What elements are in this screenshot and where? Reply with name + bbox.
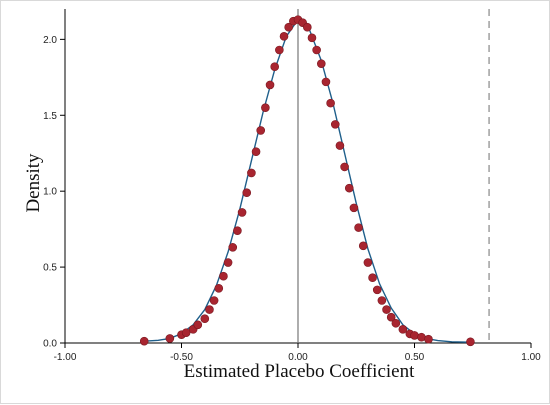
data-point [223, 258, 233, 267]
data-point [270, 62, 280, 71]
data-point [377, 296, 387, 305]
data-point [312, 45, 321, 55]
data-point [193, 320, 203, 330]
data-point [139, 336, 149, 346]
data-point [237, 208, 247, 217]
data-point [386, 312, 396, 322]
y-tick-label: 1.0 [43, 187, 57, 198]
data-point [354, 223, 363, 232]
data-point [261, 103, 270, 112]
x-tick-label: 0.00 [288, 352, 308, 363]
data-point [466, 337, 475, 347]
data-point [330, 120, 340, 129]
data-point [391, 318, 401, 328]
data-point [242, 188, 252, 197]
data-point [340, 162, 349, 172]
data-point [284, 22, 293, 32]
data-point [349, 203, 359, 213]
tick-labels: 0.0 0.5 1.0 1.5 2.0 -1.00 -0.50 0.00 0.50 1.00 [43, 35, 541, 363]
data-point [279, 32, 289, 41]
y-tick-label: 2.0 [43, 35, 57, 46]
data-point [200, 314, 210, 324]
data-point [275, 45, 284, 55]
data-point [251, 147, 261, 157]
data-point [424, 334, 433, 344]
axes [60, 9, 532, 348]
density-curve [144, 18, 471, 343]
data-point [233, 226, 242, 235]
x-tick-label: -0.50 [170, 352, 193, 363]
data-point [363, 258, 373, 267]
x-axis-title: Estimated Placebo Coefficient [184, 361, 415, 382]
density-curve-layer [144, 18, 471, 343]
data-point [165, 334, 175, 343]
y-tick-label: 0.5 [43, 263, 57, 274]
data-point [335, 141, 345, 150]
data-point [214, 284, 224, 293]
data-points-layer [139, 15, 475, 347]
data-point [368, 273, 377, 283]
data-point [228, 243, 238, 252]
x-tick-label: -1.00 [54, 352, 77, 363]
data-point [219, 271, 228, 281]
data-point [398, 325, 408, 334]
data-point [205, 305, 214, 314]
data-point [307, 33, 317, 43]
data-point [372, 285, 382, 295]
x-tick-label: 0.50 [405, 352, 425, 363]
data-point [321, 77, 331, 87]
data-point [326, 98, 335, 108]
data-point [247, 168, 256, 178]
data-point [410, 331, 419, 340]
data-point [358, 241, 368, 251]
y-tick-label: 0.0 [43, 339, 57, 350]
data-point [316, 59, 326, 68]
data-point [181, 328, 191, 337]
data-point [303, 22, 312, 32]
data-point [209, 296, 219, 305]
data-point [344, 183, 354, 193]
data-point [382, 305, 391, 314]
data-point [265, 80, 275, 90]
y-axis-title: Density [23, 153, 44, 213]
y-tick-label: 1.5 [43, 111, 57, 122]
x-tick-label: 1.00 [521, 352, 541, 363]
reference-lines [297, 9, 490, 343]
data-point [256, 126, 266, 135]
